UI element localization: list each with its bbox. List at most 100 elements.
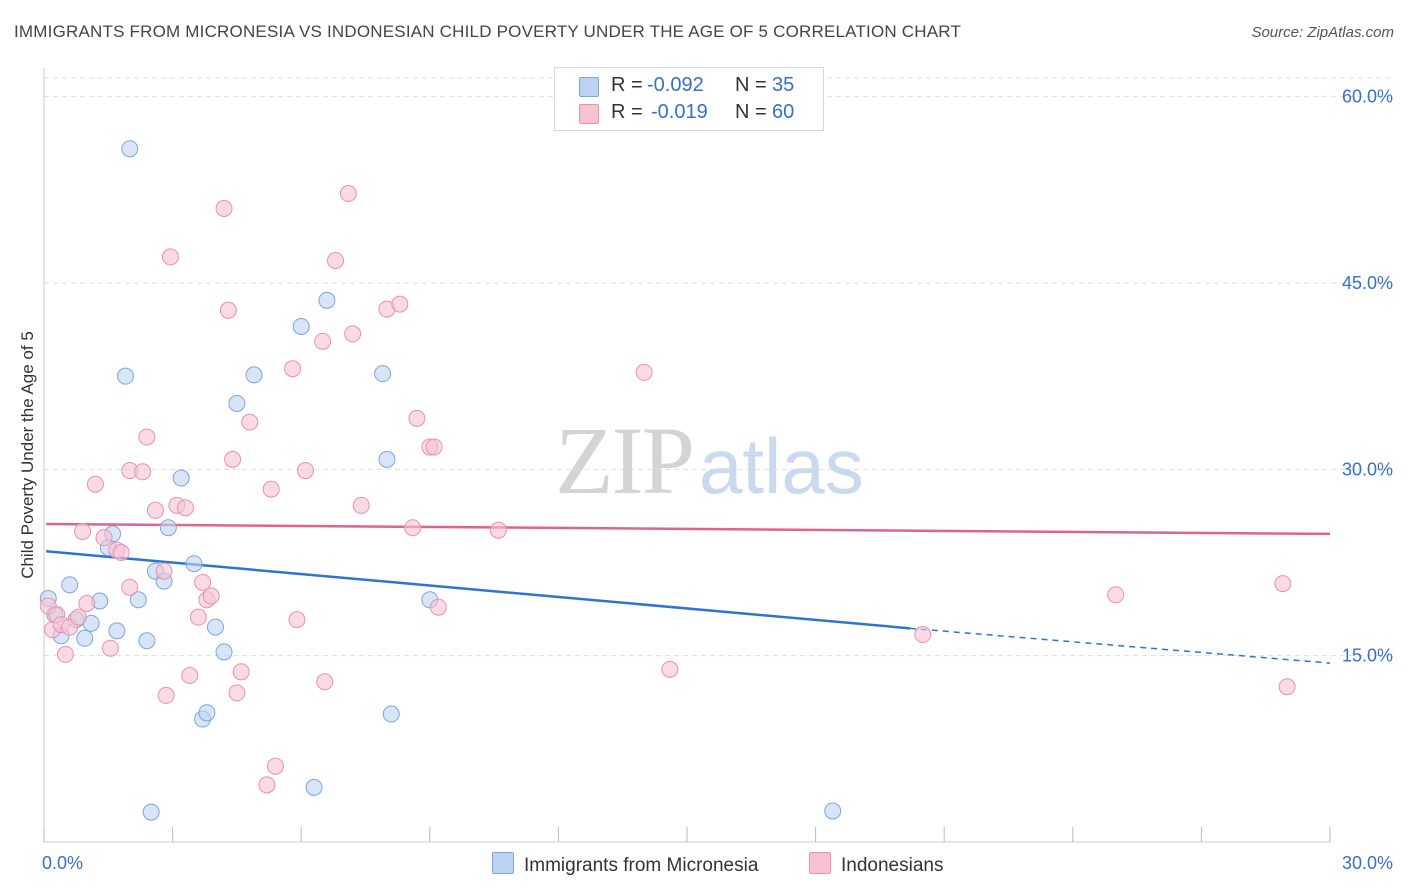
point-indonesian [134, 463, 152, 481]
point-indonesian [189, 608, 207, 626]
point-micronesia [61, 576, 79, 594]
point-indonesian [425, 438, 443, 456]
trend-lines [46, 522, 1331, 664]
trend-line-micronesia-extrapolated [909, 627, 1331, 664]
legend-n-label: N = [735, 74, 767, 96]
point-indonesian [176, 499, 194, 517]
point-indonesian [288, 611, 306, 629]
point-indonesian [138, 428, 156, 446]
point-indonesian [391, 295, 409, 313]
point-micronesia [142, 803, 160, 821]
point-indonesian [1107, 586, 1125, 604]
point-micronesia [245, 366, 263, 384]
legend-item-micronesia: Immigrants from Micronesia [492, 852, 758, 877]
point-indonesian [146, 501, 164, 519]
legend-label-micronesia: Immigrants from Micronesia [524, 855, 759, 876]
point-micronesia [76, 629, 94, 647]
point-indonesian [1278, 678, 1296, 696]
point-indonesian [661, 660, 679, 678]
point-indonesian [339, 185, 357, 203]
point-micronesia [382, 705, 400, 723]
point-indonesian [914, 626, 932, 644]
point-indonesian [224, 450, 242, 468]
point-micronesia [138, 632, 156, 650]
point-indonesian [489, 521, 507, 539]
point-indonesian [112, 544, 130, 562]
y-tick-label: 60.0% [1342, 87, 1393, 107]
point-indonesian [95, 529, 113, 547]
chart-source: Source: ZipAtlas.com [1251, 24, 1394, 41]
point-indonesian [181, 667, 199, 685]
point-micronesia [206, 618, 224, 636]
point-micronesia [374, 365, 392, 383]
y-axis-label: Child Poverty Under the Age of 5 [18, 331, 37, 579]
point-micronesia [305, 778, 323, 796]
legend-item-indonesians: Indonesians [809, 852, 943, 877]
point-indonesian [241, 413, 259, 431]
point-indonesian [194, 573, 212, 591]
point-indonesian [157, 686, 175, 704]
point-indonesian [344, 325, 362, 343]
point-indonesian [121, 578, 139, 596]
point-micronesia [172, 469, 190, 487]
point-indonesian [429, 598, 447, 616]
y-tick-label: 45.0% [1342, 273, 1393, 293]
trend-line-indonesians [46, 522, 1331, 536]
point-indonesian [228, 684, 246, 702]
point-indonesian [232, 663, 250, 681]
x-tick-label: 30.0% [1342, 853, 1393, 873]
point-indonesian [266, 757, 284, 775]
y-tick-label: 15.0% [1342, 646, 1393, 666]
point-indonesian [219, 301, 237, 319]
point-micronesia [318, 291, 336, 309]
legend-r-value: -0.092 [647, 74, 704, 96]
point-indonesian [314, 332, 332, 350]
data-points [39, 140, 1296, 821]
tick-labels: 15.0% 30.0% 45.0% 60.0% 0.0% 30.0% [42, 87, 1393, 873]
point-indonesian [262, 480, 280, 498]
point-micronesia [121, 140, 139, 158]
point-indonesian [74, 522, 92, 540]
watermark-atlas: atlas [699, 422, 864, 510]
point-indonesian [316, 673, 334, 691]
point-indonesian [101, 639, 119, 657]
point-indonesian [408, 409, 426, 427]
legend-r-label: R = [611, 74, 643, 96]
point-indonesian [284, 360, 302, 378]
legend-swatch-blue [579, 77, 599, 97]
legend-n-value: 35 [772, 74, 795, 96]
axes [43, 68, 1331, 843]
point-indonesian [404, 519, 422, 537]
point-indonesian [78, 594, 96, 612]
point-micronesia [228, 394, 246, 412]
point-indonesian [1274, 575, 1292, 593]
point-indonesian [155, 562, 173, 580]
zipatlas-watermark: ZIPatlas [555, 405, 864, 516]
y-tick-label: 30.0% [1342, 459, 1393, 479]
point-micronesia [198, 704, 216, 722]
point-micronesia [185, 555, 203, 573]
legend-r-label: R = [611, 101, 643, 123]
legend-swatch-pink [809, 852, 831, 874]
point-micronesia [159, 519, 177, 537]
point-indonesian [258, 776, 276, 794]
trend-line-micronesia [46, 550, 911, 630]
correlation-legend: R = -0.092 N = 35 R = -0.019 N = 60 [554, 67, 824, 131]
point-indonesian [352, 496, 370, 514]
point-indonesian [326, 252, 344, 270]
legend-n-value: 60 [772, 101, 795, 123]
point-micronesia [824, 802, 842, 820]
legend-r-value: -0.019 [651, 101, 708, 123]
point-micronesia [215, 643, 233, 661]
point-micronesia [116, 367, 134, 385]
legend-swatch-pink [579, 104, 599, 124]
x-tick-label: 0.0% [42, 853, 83, 873]
point-indonesian [86, 475, 104, 493]
point-indonesian [635, 363, 653, 381]
point-indonesian [202, 587, 220, 605]
point-micronesia [108, 622, 126, 640]
point-indonesian [69, 608, 87, 626]
point-indonesian [296, 462, 314, 480]
point-micronesia [378, 450, 396, 468]
